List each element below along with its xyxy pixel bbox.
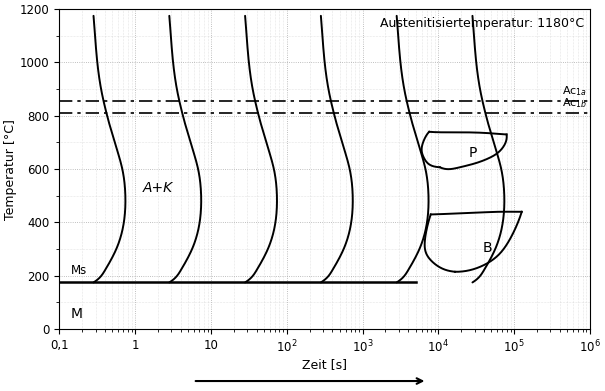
Text: B: B xyxy=(483,241,492,255)
Y-axis label: Temperatur [°C]: Temperatur [°C] xyxy=(4,119,17,220)
Text: Ac$_{1a}$: Ac$_{1a}$ xyxy=(562,84,587,98)
Text: Austenitisiertemperatur: 1180°C: Austenitisiertemperatur: 1180°C xyxy=(381,17,584,30)
Text: A+K: A+K xyxy=(143,181,173,195)
Text: P: P xyxy=(468,145,477,160)
Text: Ms: Ms xyxy=(71,264,87,277)
Text: Ac$_{1b}$: Ac$_{1b}$ xyxy=(562,96,587,110)
Text: M: M xyxy=(71,307,82,321)
X-axis label: Zeit [s]: Zeit [s] xyxy=(302,358,347,371)
